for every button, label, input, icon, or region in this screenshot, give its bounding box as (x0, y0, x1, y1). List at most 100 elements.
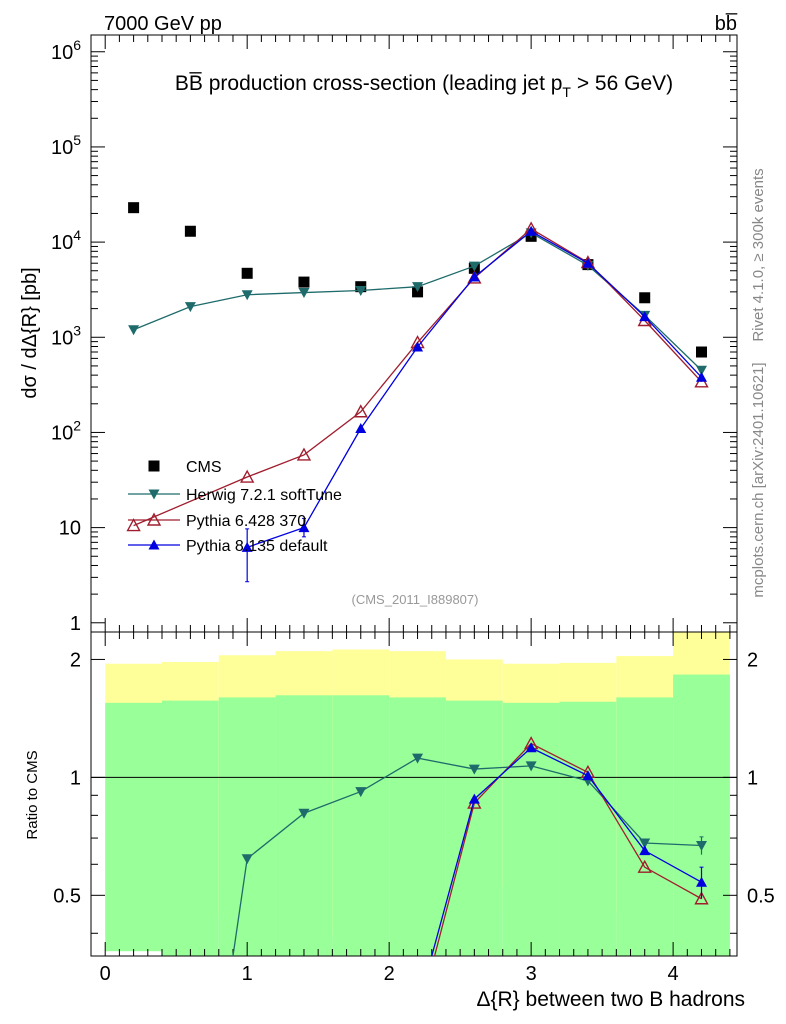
pythia-6-428-370-ratio-line (433, 742, 702, 957)
legend: CMS Herwig 7.2.1 softTune Pythia 6.428 370… (128, 459, 342, 555)
chart-title-main: BB̅ production cross-section (leading je… (175, 72, 563, 95)
pythia-8-135-default-point (639, 311, 651, 322)
analysis-watermark: (CMS_2011_I889807) (352, 592, 479, 607)
main-y-tick-label: 103 (51, 322, 81, 349)
ratio-band-green (275, 695, 333, 956)
pythia-6-428-370-ratio-point (694, 891, 709, 905)
pythia-6-428-370-point (239, 469, 255, 483)
pythia-8-135-default-ratio-point (525, 742, 537, 753)
process-label: bb̅ (715, 12, 738, 35)
herwig-7-2-1-softtune-ratio-point (696, 841, 708, 852)
herwig-7-2-1-softtune-ratio-point (639, 838, 651, 849)
ratio-y-tick-label-right: 2 (747, 649, 758, 671)
cms-point (184, 225, 196, 237)
pythia-8-135-default-point (468, 271, 480, 282)
pythia-8-135-default-point (355, 422, 367, 433)
herwig-7-2-1-softtune-ratio-point (468, 764, 480, 775)
tick-base: 10 (51, 137, 73, 159)
pythia-6-428-370-point (126, 518, 141, 532)
herwig-7-2-1-softtune-ratio-point (525, 761, 537, 772)
main-panel: BB̅ production cross-section (leading je… (19, 34, 738, 635)
x-tick-label: 3 (526, 963, 537, 985)
pythia-8-135-default-ratio-point (582, 770, 594, 781)
tick-base: 10 (51, 327, 73, 349)
cms-point (639, 292, 651, 304)
ratio-band-green (502, 702, 560, 956)
ratio-y-axis-label: Ratio to CMS (24, 750, 41, 839)
ratio-band-green (673, 674, 730, 956)
legend-marker-pythia-6-428-370 (146, 512, 162, 526)
ratio-band-green (445, 700, 503, 956)
pythia-8-135-default-ratio-point (696, 876, 708, 887)
pythia-8-135-default-point (412, 341, 424, 352)
pythia-6-428-370-point (296, 447, 312, 461)
cms-point (696, 346, 708, 358)
x-axis-label: Δ{R} between two B hadrons (476, 988, 745, 1011)
pythia-8-135-default-ratio-point (639, 845, 651, 856)
legend-marker-pythia-8-135-default (148, 539, 160, 550)
herwig-7-2-1-softtune-ratio-line (232, 757, 702, 957)
main-y-tick-label: 104 (51, 227, 81, 254)
legend-label-pythia-8-135-default: Pythia 8.135 default (186, 538, 328, 555)
ratio-band-green (559, 701, 617, 956)
herwig-7-2-1-softtune-point (184, 302, 196, 313)
herwig-7-2-1-softtune-point (355, 286, 367, 297)
legend-label-pythia-6-428-370: Pythia 6.428 370 (186, 513, 306, 530)
tick-base: 10 (51, 42, 73, 64)
pythia-6-428-370-ratio-point (637, 859, 652, 873)
herwig-7-2-1-softtune-point (241, 290, 253, 301)
ratio-band-green (332, 695, 390, 956)
main-y-tick-label: 10 (59, 518, 81, 540)
tick-base: 10 (51, 422, 73, 444)
herwig-7-2-1-softtune-point (128, 325, 140, 336)
cms-point (241, 267, 253, 279)
herwig-7-2-1-softtune-ratio-point (298, 808, 310, 819)
herwig-7-2-1-softtune-point (298, 288, 310, 299)
tick-exponent: 6 (73, 37, 81, 53)
pythia-8-135-default-ratio-line (431, 747, 702, 957)
ratio-band-green (616, 697, 674, 956)
pythia-6-428-370-point (353, 404, 368, 418)
herwig-7-2-1-softtune-point (412, 282, 424, 293)
cms-point (298, 276, 310, 288)
ratio-band-green (105, 702, 162, 952)
ratio-band-green (161, 700, 219, 956)
x-tick-label: 4 (668, 963, 679, 985)
main-y-tick-label: 105 (51, 132, 81, 159)
chart-title: BB̅ production cross-section (leading je… (175, 72, 673, 100)
ratio-band-green (218, 697, 276, 956)
ratio-y-tick-label-right: 1 (747, 767, 758, 789)
ratio-band-green (389, 697, 446, 956)
tick-exponent: 3 (73, 322, 81, 338)
chart-title-sub: T (562, 84, 571, 100)
tick-base: 10 (51, 232, 73, 254)
ratio-y-tick-label-right: 0.5 (747, 885, 775, 907)
herwig-7-2-1-softtune-point (696, 365, 708, 376)
pythia-8-135-default-point (241, 541, 253, 552)
main-y-tick-label: 106 (51, 37, 81, 64)
herwig-7-2-1-softtune-point (468, 261, 480, 272)
x-tick-label: 1 (242, 963, 253, 985)
legend-marker-cms (148, 460, 160, 472)
main-y-axis-label: dσ / dΔ{R} [pb] (19, 267, 41, 398)
tick-exponent: 5 (73, 132, 81, 148)
x-tick-label: 0 (100, 963, 111, 985)
legend-label-cms: CMS (186, 459, 222, 476)
herwig-7-2-1-softtune-ratio-point (412, 753, 424, 764)
rivet-version-label: Rivet 4.1.0, ≥ 300k events (750, 168, 767, 341)
energy-label: 7000 GeV pp (104, 13, 222, 35)
tick-exponent: 4 (73, 227, 81, 243)
main-y-tick-label: 102 (51, 417, 81, 444)
pythia-8-135-default-point (582, 257, 594, 268)
legend-label-herwig-7-2-1-softtune: Herwig 7.2.1 softTune (186, 487, 342, 504)
ratio-y-tick-label: 2 (70, 649, 81, 671)
pythia-6-428-370-line (133, 227, 702, 527)
herwig-7-2-1-softtune-ratio-point (355, 787, 367, 798)
herwig-7-2-1-softtune-ratio-point (241, 854, 253, 865)
pythia-8-135-default-point (298, 522, 310, 533)
pythia-8-135-default-ratio-point (468, 793, 480, 804)
chart-title-tail: > 56 GeV) (571, 72, 673, 95)
ratio-frame (90, 631, 738, 957)
pythia-8-135-default-point (525, 225, 537, 236)
